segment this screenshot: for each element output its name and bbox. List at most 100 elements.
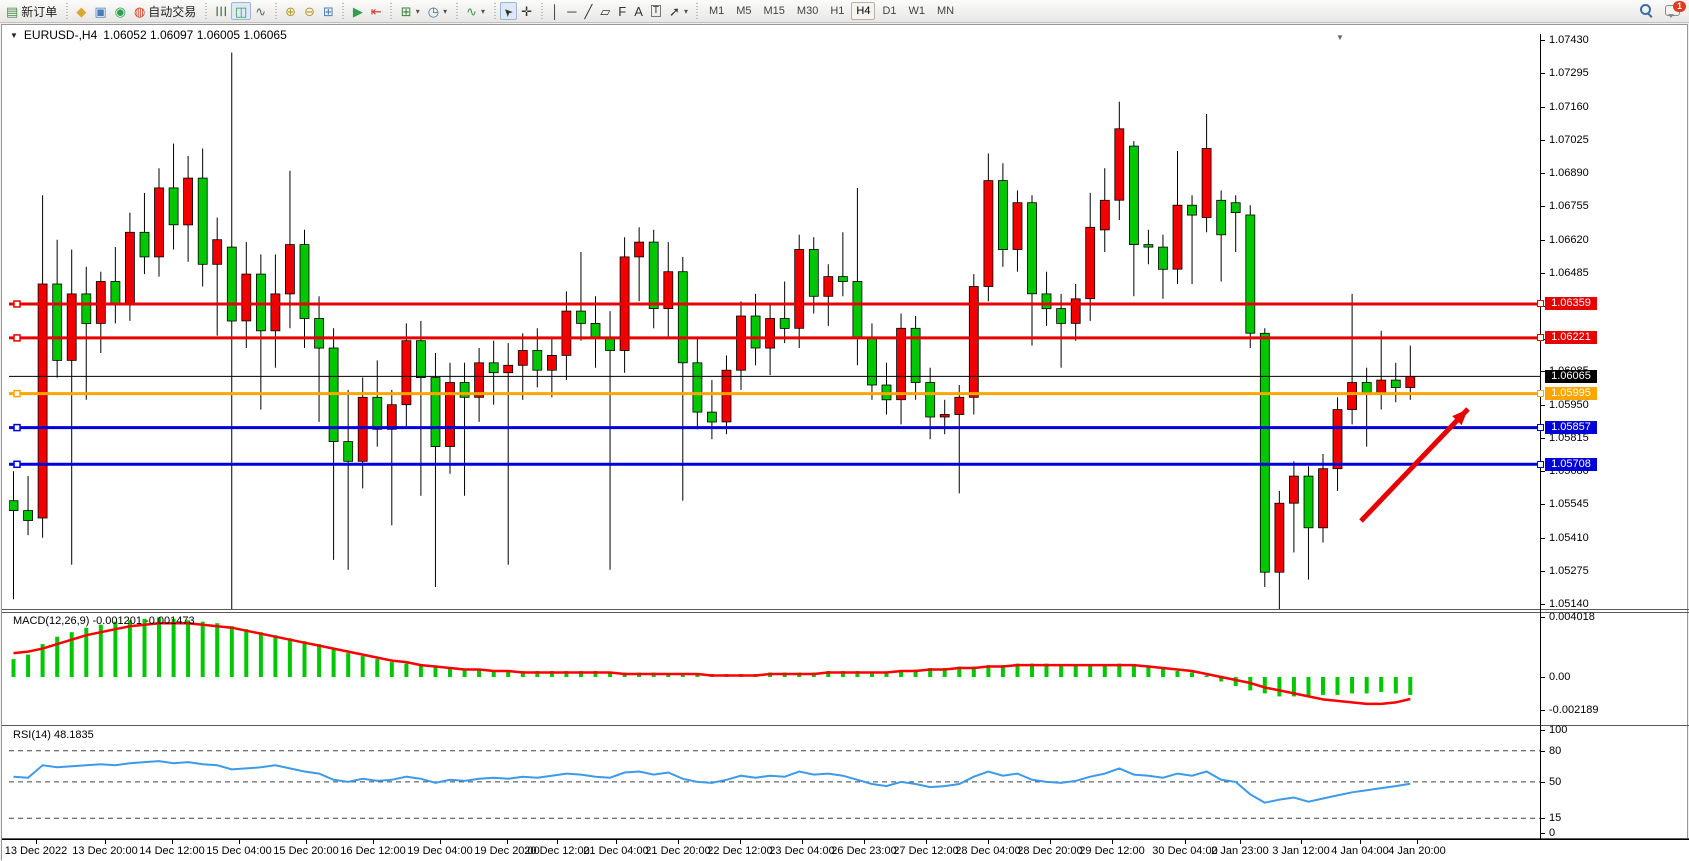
candle[interactable] bbox=[430, 353, 441, 587]
candle[interactable] bbox=[605, 311, 615, 570]
cursor-button[interactable]: ➤ bbox=[500, 2, 518, 20]
candle[interactable] bbox=[212, 217, 223, 336]
crosshair-button[interactable]: ✛ bbox=[517, 2, 536, 20]
candle[interactable] bbox=[1376, 330, 1387, 410]
candle[interactable] bbox=[255, 254, 266, 410]
candle[interactable] bbox=[517, 333, 528, 400]
candlestick-chart-button[interactable]: ◫ bbox=[230, 2, 252, 20]
candle[interactable] bbox=[37, 195, 48, 538]
candle[interactable] bbox=[386, 389, 397, 526]
candle[interactable] bbox=[736, 301, 746, 390]
timeframe-button-m1[interactable]: M1 bbox=[708, 5, 725, 17]
trend-arrow[interactable] bbox=[1359, 407, 1470, 523]
indicators-button[interactable]: ∿ ▾ bbox=[462, 2, 489, 20]
axis-line-handle[interactable] bbox=[1537, 460, 1544, 468]
candle[interactable] bbox=[95, 271, 106, 353]
search-icon[interactable] bbox=[1639, 3, 1653, 18]
candle[interactable] bbox=[415, 320, 426, 496]
axis-line-handle[interactable] bbox=[1537, 390, 1544, 398]
timeframe-button-h4[interactable]: H4 bbox=[851, 2, 876, 20]
chevron-down-icon[interactable]: ▾ bbox=[443, 6, 448, 16]
candle[interactable] bbox=[1143, 229, 1154, 265]
candle[interactable] bbox=[547, 338, 557, 398]
candle[interactable] bbox=[1056, 293, 1066, 368]
signals-button[interactable]: ◉ bbox=[111, 2, 130, 20]
panel-divider[interactable] bbox=[2, 725, 1689, 726]
candle[interactable] bbox=[1332, 397, 1343, 491]
zoom-in-button[interactable]: ⊕ bbox=[281, 2, 300, 20]
candle[interactable] bbox=[1201, 114, 1212, 233]
candle[interactable] bbox=[445, 362, 455, 474]
axis-line-handle[interactable] bbox=[1537, 424, 1544, 432]
candle[interactable] bbox=[66, 249, 77, 565]
candle[interactable] bbox=[1318, 454, 1328, 543]
candle[interactable] bbox=[299, 229, 310, 348]
timeframe-button-h1[interactable]: H1 bbox=[830, 5, 845, 17]
candle[interactable] bbox=[663, 242, 674, 339]
rsi-axis[interactable]: 100 80 50 15 0 bbox=[1541, 724, 1688, 839]
candle[interactable] bbox=[343, 389, 354, 570]
axis-line-handle[interactable] bbox=[1537, 300, 1544, 308]
candle[interactable] bbox=[1114, 101, 1125, 220]
candle[interactable] bbox=[954, 385, 965, 494]
profiles-button[interactable]: ◷ ▾ bbox=[424, 2, 451, 20]
timeframe-button-w1[interactable]: W1 bbox=[908, 5, 926, 17]
candle[interactable] bbox=[1027, 195, 1037, 346]
candle[interactable] bbox=[881, 362, 892, 415]
macd-axis[interactable]: 0.004018 0.00 -0.002189 bbox=[1541, 611, 1688, 723]
candle[interactable] bbox=[1070, 284, 1081, 341]
candle[interactable] bbox=[1158, 234, 1168, 299]
candle[interactable] bbox=[590, 296, 601, 368]
chart-shift-button[interactable]: ⇤ bbox=[367, 2, 386, 20]
text-label-button[interactable]: T bbox=[647, 2, 665, 20]
timeframe-button-m15[interactable]: M15 bbox=[763, 5, 785, 17]
candle[interactable] bbox=[23, 476, 34, 536]
mql-market-button[interactable]: ◆ bbox=[72, 2, 90, 20]
timeframe-button-m5[interactable]: M5 bbox=[736, 5, 752, 17]
fibonacci-button[interactable]: F bbox=[614, 2, 630, 20]
candle[interactable] bbox=[154, 168, 164, 277]
candle[interactable] bbox=[1405, 345, 1416, 400]
candle[interactable] bbox=[1230, 195, 1241, 252]
candle[interactable] bbox=[779, 281, 790, 344]
candle[interactable] bbox=[1259, 328, 1270, 587]
candle[interactable] bbox=[284, 170, 295, 329]
auto-trading-button[interactable]: ◍ 自动交易 bbox=[130, 2, 200, 20]
candle[interactable] bbox=[52, 239, 63, 378]
candle[interactable] bbox=[81, 266, 92, 400]
panel-divider[interactable] bbox=[2, 612, 1689, 613]
candle[interactable] bbox=[270, 254, 281, 368]
channel-button[interactable]: ▱ bbox=[596, 2, 614, 20]
candle[interactable] bbox=[1274, 490, 1285, 610]
auto-scroll-button[interactable]: ▶ bbox=[349, 2, 367, 20]
candle[interactable] bbox=[838, 232, 848, 297]
line-handle[interactable] bbox=[13, 300, 21, 308]
candle[interactable] bbox=[226, 52, 237, 611]
timeframe-button-m30[interactable]: M30 bbox=[796, 5, 819, 17]
charts-button[interactable]: ▣ bbox=[90, 2, 110, 20]
price-axis[interactable]: 1.07430 1.07295 1.07160 1.07025 1.06890 1.067… bbox=[1537, 34, 1688, 839]
candle[interactable] bbox=[1347, 293, 1357, 425]
candle[interactable] bbox=[1303, 466, 1314, 580]
new-chart-button[interactable]: ⊞ ▾ bbox=[397, 2, 424, 20]
arrows-button[interactable]: ➚ ▾ bbox=[665, 2, 692, 20]
candle[interactable] bbox=[241, 242, 252, 348]
candle[interactable] bbox=[1099, 168, 1110, 252]
rsi-panel-plot[interactable] bbox=[9, 727, 1541, 838]
horizontal-line-button[interactable]: ─ bbox=[563, 2, 580, 20]
candle[interactable] bbox=[750, 293, 761, 366]
chevron-down-icon[interactable]: ▾ bbox=[683, 6, 688, 16]
chart-shift-marker[interactable]: ▼ bbox=[1336, 33, 1344, 42]
candle[interactable] bbox=[474, 348, 485, 422]
candle[interactable] bbox=[1085, 192, 1096, 321]
chat-icon[interactable]: 1 bbox=[1665, 1, 1686, 18]
candle[interactable] bbox=[1361, 367, 1372, 447]
candle[interactable] bbox=[983, 153, 994, 302]
axis-line-handle[interactable] bbox=[1537, 334, 1544, 342]
line-handle[interactable] bbox=[13, 460, 21, 469]
candle[interactable] bbox=[648, 229, 659, 329]
candle[interactable] bbox=[1216, 190, 1227, 282]
trendline-button[interactable]: ╱ bbox=[580, 2, 596, 20]
candle[interactable] bbox=[561, 291, 572, 381]
macd-panel-plot[interactable] bbox=[9, 613, 1541, 723]
